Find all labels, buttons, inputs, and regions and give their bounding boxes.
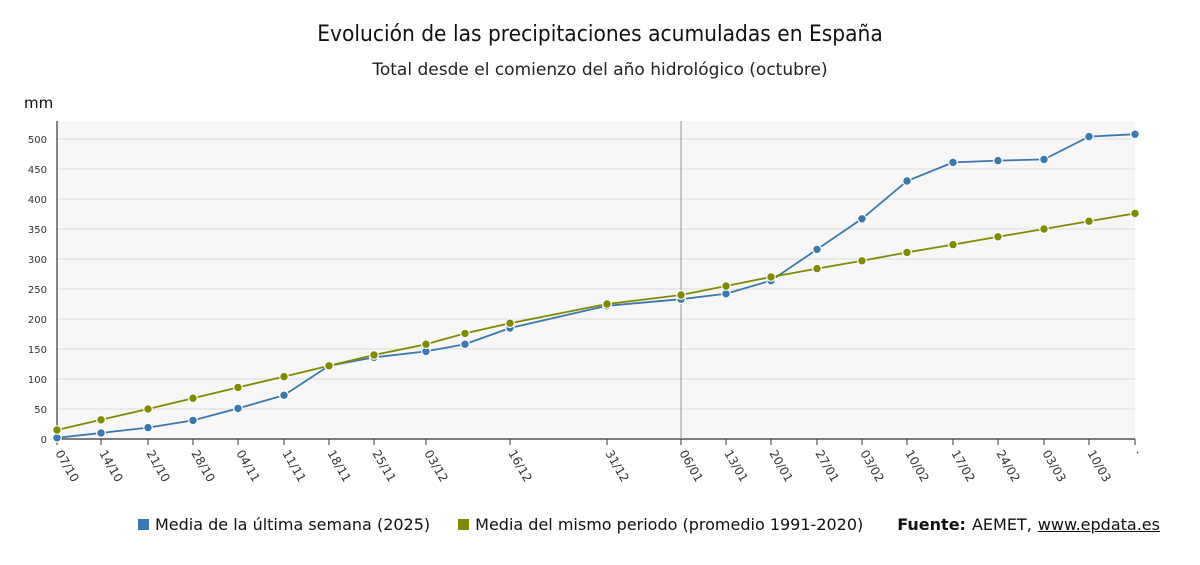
series-2-point: [324, 360, 334, 371]
line-chart: 0 50 100 150 200 250 300 350 400 450 500 mm 07/10 14/…: [24, 94, 1144, 485]
series-2-point: [1084, 216, 1094, 227]
series-1-point: [188, 415, 198, 426]
series-2-point: [279, 371, 289, 382]
legend-item-series-2[interactable]: Media del mismo periodo (promedio 1991-2…: [458, 515, 863, 534]
series-2-point: [1130, 208, 1140, 219]
series-2-point: [993, 231, 1003, 242]
series-1-point: [857, 213, 867, 224]
x-tick-label: 03/03: [1039, 448, 1068, 485]
series-2-point: [52, 425, 62, 435]
y-tick-label: 400: [28, 195, 47, 206]
series-1-point: [143, 422, 153, 433]
x-tick-label: ·: [1130, 448, 1144, 458]
series-1-point: [993, 155, 1003, 166]
series-2-point: [676, 290, 686, 300]
series-2-point: [460, 328, 470, 339]
series-1-point: [96, 428, 106, 438]
chart-title: Evolución de las precipitaciones acumula…: [317, 22, 883, 47]
series-1-point: [1130, 129, 1140, 140]
y-tick-label: 200: [28, 315, 47, 326]
y-tick-label: 50: [34, 405, 47, 416]
y-tick-label: 350: [28, 225, 47, 236]
x-tick-label: 10/02: [902, 448, 931, 485]
x-tick-label: 06/01: [676, 448, 705, 485]
source-org: AEMET,: [971, 515, 1032, 534]
series-2-point: [1039, 224, 1049, 234]
legend-label-series-1: Media de la última semana (2025): [155, 515, 431, 534]
series-2-point: [812, 263, 822, 274]
x-tick-label: 27/01: [812, 448, 841, 485]
source-credit: Fuente: AEMET, www.epdata.es: [897, 515, 1160, 534]
x-tick-label: 14/10: [96, 448, 125, 485]
series-2-point: [857, 255, 867, 266]
series-2-point: [369, 350, 379, 360]
series-2-point: [902, 247, 912, 258]
legend-label-series-2: Media del mismo periodo (promedio 1991-2…: [475, 515, 864, 534]
x-tick-label: 18/11: [324, 448, 353, 485]
series-1-point: [279, 390, 289, 401]
series-2-point: [96, 414, 106, 425]
x-tick-label: 07/10: [52, 448, 81, 485]
x-tick-label: 21/10: [143, 448, 172, 485]
series-2-point: [948, 239, 958, 250]
series-1-point: [460, 339, 470, 350]
series-1-point: [902, 176, 912, 186]
y-tick-label: 0: [41, 435, 47, 446]
x-tick-label: 10/03: [1084, 448, 1113, 485]
y-tick-label: 300: [28, 255, 47, 266]
x-tick-label: 31/12: [602, 448, 631, 485]
x-tick-label: 16/12: [505, 448, 534, 485]
legend: Media de la última semana (2025) Media d…: [138, 515, 1160, 534]
series-2-point: [766, 272, 776, 282]
y-tick-label: 450: [28, 165, 47, 176]
x-tick-label: 11/11: [279, 448, 308, 485]
x-tick-label: 24/02: [993, 448, 1022, 485]
x-tick-label: 13/01: [721, 448, 750, 485]
x-tick-label: 03/12: [421, 448, 450, 485]
chart-subtitle: Total desde el comienzo del año hidrológ…: [372, 60, 828, 80]
series-2-point: [602, 299, 612, 309]
series-1-point: [1084, 131, 1094, 142]
series-2-point: [421, 339, 431, 350]
x-tick-label: 25/11: [369, 448, 398, 485]
y-tick-label: 500: [28, 135, 47, 146]
x-tick-label: 04/11: [233, 448, 262, 485]
series-2-point: [233, 382, 243, 393]
series-1-point: [233, 403, 243, 414]
legend-swatch-series-2: [458, 519, 470, 530]
x-tick-label: 28/10: [188, 448, 217, 485]
series-1-point: [1039, 154, 1049, 165]
series-2-point: [721, 281, 731, 291]
legend-item-series-1[interactable]: Media de la última semana (2025): [138, 515, 430, 534]
y-tick-label: 250: [28, 285, 47, 296]
source-link[interactable]: www.epdata.es: [1037, 515, 1160, 534]
series-2-point: [505, 318, 515, 329]
y-tick-label: 100: [28, 375, 47, 386]
series-2-point: [188, 393, 198, 404]
series-2-point: [143, 404, 153, 414]
y-axis-label: mm: [24, 94, 53, 112]
x-tick-label: 20/01: [766, 448, 795, 485]
series-1-point: [948, 157, 958, 168]
x-tick-label: 17/02: [948, 448, 977, 485]
legend-swatch-series-1: [138, 519, 149, 530]
x-tick-label: 03/02: [857, 448, 886, 485]
source-label: Fuente:: [897, 515, 966, 534]
series-1-point: [812, 244, 822, 255]
y-tick-label: 150: [28, 345, 47, 356]
